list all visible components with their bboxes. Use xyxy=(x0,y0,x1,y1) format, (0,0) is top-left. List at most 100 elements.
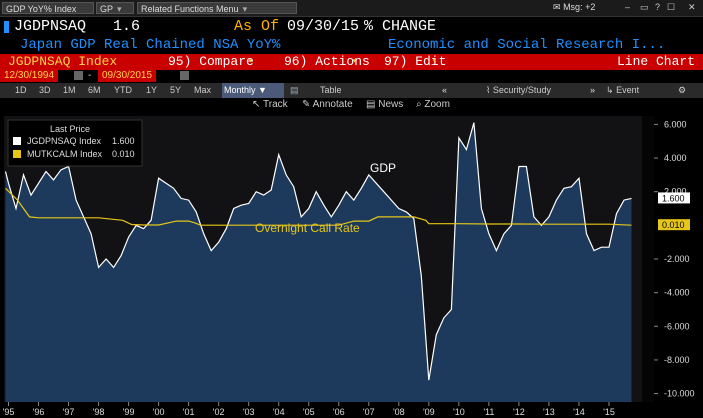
x-tick-label: '05 xyxy=(303,407,315,417)
event-icon: ↳ xyxy=(606,85,614,95)
frequency-value: Monthly xyxy=(224,85,256,95)
compare-menu[interactable]: 95) Compare xyxy=(168,54,254,69)
range-max[interactable]: Max xyxy=(194,85,212,95)
news-label: News xyxy=(378,99,404,110)
event-button[interactable]: ↳ Event xyxy=(604,83,641,98)
range-1m[interactable]: 1M xyxy=(63,85,76,95)
collapse-left-icon[interactable]: « xyxy=(442,85,448,95)
range-5y[interactable]: 5Y xyxy=(170,85,182,95)
start-date-field[interactable]: 12/30/1994 xyxy=(0,70,59,82)
x-tick-label: '02 xyxy=(213,407,225,417)
mail-icon: ✉ xyxy=(553,2,561,12)
ticker: JGDPNSAQ xyxy=(14,18,87,35)
function-field-value: GP xyxy=(100,4,114,14)
range-1y[interactable]: 1Y xyxy=(146,85,158,95)
legend-swatch-rate xyxy=(13,150,21,158)
chevron-down-icon: ▾ xyxy=(352,57,357,66)
chart-type-label: Line Chart xyxy=(616,54,695,69)
call-rate-annotation: Overnight Call Rate xyxy=(255,221,360,235)
x-tick-label: '13 xyxy=(543,407,555,417)
x-tick-label: '14 xyxy=(573,407,585,417)
rate-last-tag xyxy=(658,219,690,231)
rate-last-tag-value: 0.010 xyxy=(662,220,685,230)
chevron-down-icon: ▾ xyxy=(248,57,253,66)
command-bar: GDP YoY% Index GP ▾ Related Functions Men… xyxy=(0,0,703,17)
annotate-label: Annotate xyxy=(312,99,353,110)
related-functions-menu[interactable]: Related Functions Menu ▾ xyxy=(137,2,297,14)
security-field[interactable]: GDP YoY% Index xyxy=(2,2,94,14)
zoom-tool[interactable]: ⌕ Zoom xyxy=(416,98,450,112)
gdp-line xyxy=(4,122,632,381)
as-of-date: 09/30/15 xyxy=(287,18,360,35)
range-1d[interactable]: 1D xyxy=(15,85,27,95)
legend-box xyxy=(7,119,143,167)
table-button[interactable]: Table xyxy=(320,85,342,95)
x-tick-label: '03 xyxy=(243,407,255,417)
legend-title: Last Price xyxy=(50,124,90,134)
x-axis: '95 '96 '97 '98 '99 '00 '01 '02 '03 '04 '05 '06 '07 '… xyxy=(3,402,615,417)
x-tick-label: '10 xyxy=(453,407,465,417)
y-tick-label: -8.000 xyxy=(664,355,690,365)
end-date-field[interactable]: 09/30/2015 xyxy=(98,70,157,82)
related-functions-label: Related Functions Menu xyxy=(141,4,239,14)
security-study-label: Security/Study xyxy=(492,85,551,95)
track-tool[interactable]: ↖ Track xyxy=(252,98,288,112)
x-tick-label: '08 xyxy=(393,407,405,417)
message-indicator[interactable]: ✉ Msg: +2 xyxy=(553,2,595,13)
news-tool[interactable]: ▤ News xyxy=(366,98,403,112)
chart-tools-row: ↖ Track ✎ Annotate ▤ News ⌕ Zoom xyxy=(0,98,703,112)
y-tick-label: 4.000 xyxy=(664,153,687,163)
date-range-row: 12/30/1994 - 09/30/2015 xyxy=(0,70,703,82)
gdp-last-tag xyxy=(658,192,690,204)
x-tick-label: '98 xyxy=(93,407,105,417)
series-source: Economic and Social Research I... xyxy=(388,37,666,53)
chart-icon[interactable]: ▤ xyxy=(290,85,299,95)
gdp-chart[interactable]: 6.000 4.000 2.000 -2.000 -4.000 -6.000 -8.000 -… xyxy=(0,112,703,418)
y-axis: 6.000 4.000 2.000 -2.000 -4.000 -6.000 -8.000 -… xyxy=(654,119,695,399)
series-description: Japan GDP Real Chained NSA YoY% xyxy=(20,37,281,53)
calendar-icon[interactable] xyxy=(74,71,83,80)
settings-icon[interactable]: ⚙ xyxy=(678,85,687,95)
actions-menu[interactable]: 96) Actions xyxy=(284,54,370,69)
security-study-button[interactable]: ⌇ Security/Study xyxy=(484,83,553,98)
edit-menu[interactable]: 97) Edit xyxy=(384,54,447,69)
gdp-last-tag-value: 1.600 xyxy=(662,193,685,203)
change-label: % CHANGE xyxy=(364,18,437,35)
chevron-down-icon: ▼ xyxy=(258,85,267,95)
maximize-icon[interactable]: ☐ xyxy=(667,2,676,12)
x-tick-label: '00 xyxy=(153,407,165,417)
zoom-label: Zoom xyxy=(424,99,450,110)
y-tick-label: 2.000 xyxy=(664,187,687,197)
collapse-right-icon[interactable]: » xyxy=(590,85,596,95)
pencil-icon: ✎ xyxy=(302,99,311,110)
x-tick-label: '07 xyxy=(363,407,375,417)
magnifier-icon: ⌕ xyxy=(416,99,422,110)
y-tick-label: -6.000 xyxy=(664,321,690,331)
chevron-down-icon: ▾ xyxy=(432,57,437,66)
gdp-area xyxy=(5,122,632,402)
cursor-icon: ↖ xyxy=(252,99,261,110)
range-ytd[interactable]: YTD xyxy=(114,85,132,95)
minimize-icon[interactable]: – xyxy=(625,2,631,12)
legend: Last Price JGDPNSAQ Index 1.600 MUTKCALM… xyxy=(7,119,143,167)
range-6m[interactable]: 6M xyxy=(88,85,101,95)
message-count: Msg: +2 xyxy=(563,2,596,12)
range-toolbar: 1D 3D 1M 6M YTD 1Y 5Y Max Monthly ▼ ▤ Ta… xyxy=(0,83,703,98)
y-tick-label: -10.000 xyxy=(664,389,695,399)
date-separator: - xyxy=(88,70,92,81)
function-field[interactable]: GP ▾ xyxy=(96,2,134,14)
plot-right-margin xyxy=(642,116,654,402)
calendar-icon[interactable] xyxy=(180,71,189,80)
call-rate-line xyxy=(5,187,632,226)
restore-icon[interactable]: ▭ xyxy=(640,2,649,12)
as-of-label: As Of xyxy=(234,18,280,35)
y-tick-label: 6.000 xyxy=(664,119,687,129)
frequency-select[interactable]: Monthly ▼ xyxy=(222,83,284,98)
annotate-tool[interactable]: ✎ Annotate xyxy=(302,98,353,112)
index-name: JGDPNSAQ Index xyxy=(8,54,118,69)
close-icon[interactable]: ✕ xyxy=(688,2,696,12)
last-value: 1.6 xyxy=(113,18,141,35)
news-icon: ▤ xyxy=(366,99,376,110)
range-3d[interactable]: 3D xyxy=(39,85,51,95)
help-icon[interactable]: ? xyxy=(655,2,661,12)
